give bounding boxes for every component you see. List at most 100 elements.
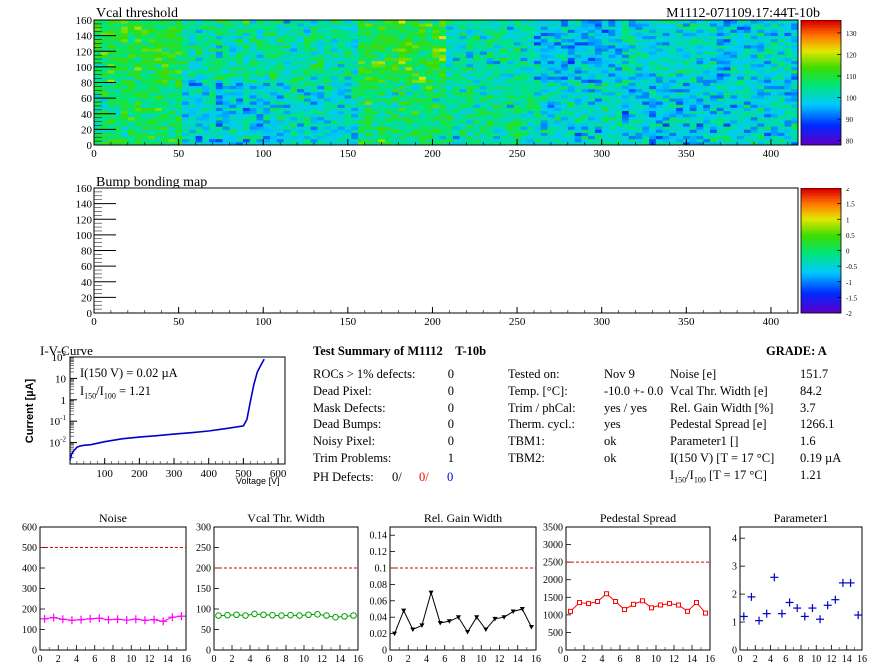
- data-point: [474, 615, 480, 620]
- data-point: [269, 611, 276, 619]
- y-tick-label: 3500: [543, 523, 563, 534]
- x-tick-label: 12: [827, 654, 837, 665]
- data-point: [631, 601, 636, 607]
- palette-tick: 100: [846, 95, 857, 103]
- x-tick-label: 8: [799, 654, 804, 665]
- y-tick-label: 0.08: [370, 580, 388, 591]
- iv-x-tick: 100: [96, 468, 113, 480]
- data-point: [492, 616, 498, 622]
- summary-value: 0.19 µA: [800, 451, 842, 465]
- data-point: [392, 631, 398, 637]
- x-tick-label: 250: [509, 148, 526, 160]
- summary-label: Dead Bumps:: [313, 417, 382, 432]
- y-tick-label: 0: [87, 140, 93, 152]
- iv-chart: 102 10 1 10-1 10-2 100 200 300 400 500 600: [49, 350, 287, 480]
- x-tick-label: 0: [91, 316, 97, 328]
- data-point: [341, 613, 348, 620]
- y-tick-label: 0.14: [370, 531, 388, 542]
- ratio-value: 1.21: [800, 468, 822, 482]
- iv-x-tick: 400: [200, 468, 217, 480]
- x-tick-label: 250: [509, 316, 526, 328]
- x-tick-label: 16: [705, 654, 715, 665]
- x-tick-label: 16: [353, 654, 363, 665]
- x-tick-label: 0: [564, 654, 569, 665]
- palette-tick: -0.5: [846, 263, 858, 271]
- y-tick-label: 2000: [543, 575, 563, 586]
- roc-plot-noise: Noise 0 100 200 300 400 500 600 0 2 4 6 8 10 12 14 16: [22, 511, 191, 665]
- y-tick-label: 60: [81, 93, 93, 105]
- x-tick-label: 100: [255, 316, 272, 328]
- x-tick-label: 6: [266, 654, 271, 665]
- y-tick-label: 250: [196, 543, 211, 554]
- palette-tick: 0: [846, 248, 850, 256]
- data-point: [465, 629, 471, 635]
- x-tick-label: 4: [600, 654, 605, 665]
- data-point: [215, 612, 222, 619]
- summary-label: Tested on:: [508, 367, 560, 381]
- x-tick-label: 4: [768, 654, 773, 665]
- summary-value: 0: [447, 400, 454, 415]
- iv-ylabel: Current [µA]: [24, 378, 36, 444]
- data-point: [528, 625, 534, 630]
- data-point: [667, 601, 672, 607]
- bump-y-axis: 0 20 40 60 80 100 120 140 160: [76, 183, 116, 320]
- data-point: [428, 590, 434, 596]
- y-tick-label: 500: [22, 543, 37, 554]
- summary-value: 1: [447, 451, 454, 465]
- y-tick-label: 0: [732, 646, 737, 657]
- summary-label: Trim / phCal:: [508, 400, 576, 415]
- x-tick-label: 4: [248, 654, 253, 665]
- x-tick-label: 14: [513, 654, 523, 665]
- series-line: [44, 615, 182, 622]
- x-tick-label: 0: [388, 654, 393, 665]
- x-tick-label: 150: [340, 316, 357, 328]
- y-tick-label: 0: [32, 646, 37, 657]
- y-tick-label: 300: [22, 584, 37, 595]
- y-tick-label: 100: [22, 625, 37, 636]
- summary-value: ok: [604, 451, 617, 465]
- iv-xlabel: Voltage [V]: [236, 476, 280, 486]
- y-tick-label: 0.02: [370, 629, 388, 640]
- data-point: [703, 610, 708, 616]
- x-tick-label: 16: [857, 654, 867, 665]
- x-tick-label: 2: [753, 654, 758, 665]
- x-tick-label: 2: [406, 654, 411, 665]
- data-point: [676, 602, 681, 608]
- y-tick-label: 150: [196, 584, 211, 595]
- data-point: [233, 611, 240, 619]
- x-tick-label: 12: [145, 654, 155, 665]
- x-tick-label: 50: [173, 316, 185, 328]
- summary-label: Dead Pixel:: [313, 383, 372, 398]
- y-tick-label: 160: [76, 15, 93, 27]
- iv-y-tick: 10-1: [49, 414, 66, 428]
- y-tick-label: 20: [81, 124, 93, 136]
- x-tick-label: 2: [56, 654, 61, 665]
- y-tick-label: 2: [732, 590, 737, 601]
- palette-tick: 0.5: [846, 232, 855, 240]
- run-id: M1112-071109.17:44T-10b: [666, 6, 820, 21]
- data-point: [446, 619, 452, 624]
- x-tick-label: 12: [669, 654, 679, 665]
- palette-tick: 1.5: [846, 201, 855, 209]
- data-point: [419, 623, 425, 628]
- summary-label: TBM2:: [508, 451, 545, 465]
- y-tick-label: 0: [382, 646, 387, 657]
- data-point: [278, 612, 285, 619]
- data-point: [586, 601, 591, 607]
- data-point: [242, 612, 249, 619]
- x-tick-label: 400: [763, 148, 780, 160]
- y-tick-label: 100: [196, 605, 211, 616]
- palette-tick: -1.5: [846, 294, 858, 302]
- x-tick-label: 0: [38, 654, 43, 665]
- summary-label: Mask Defects:: [313, 400, 386, 415]
- vcal-cells: [94, 20, 799, 146]
- summary-value: 0: [447, 417, 454, 432]
- y-tick-label: 0.04: [370, 613, 388, 624]
- vcal-palette: 130 120 110 100 90 80: [800, 20, 857, 146]
- x-tick-label: 300: [593, 316, 610, 328]
- x-tick-label: 4: [424, 654, 429, 665]
- y-tick-label: 0.12: [370, 547, 388, 558]
- ph-defects-v1: 0/: [392, 470, 402, 484]
- x-tick-label: 4: [74, 654, 79, 665]
- data-point: [595, 599, 600, 605]
